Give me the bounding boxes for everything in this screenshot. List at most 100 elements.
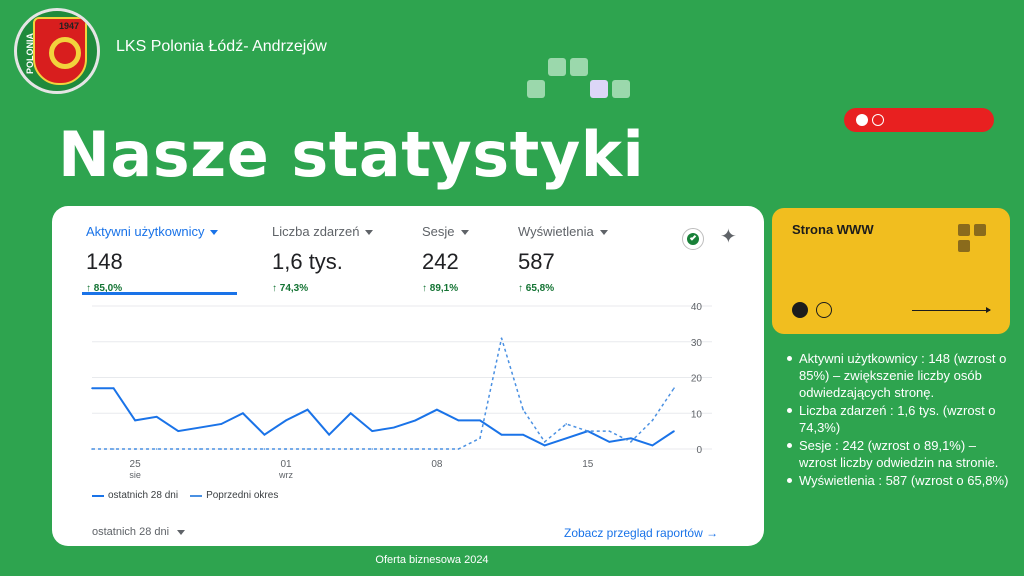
decorative-pill <box>844 108 994 132</box>
y-tick-label: 0 <box>696 445 702 456</box>
data-point <box>673 430 675 432</box>
data-point <box>134 419 136 422</box>
data-point <box>177 430 180 432</box>
logo-shield <box>33 17 87 85</box>
arrow-right-icon <box>912 307 991 313</box>
data-point <box>306 448 309 450</box>
data-point <box>414 419 417 422</box>
logo-text: POLONIA <box>25 32 35 74</box>
data-point <box>543 444 546 447</box>
data-point <box>586 430 589 432</box>
data-point <box>436 408 438 411</box>
y-tick-label: 10 <box>691 409 703 420</box>
data-point <box>242 412 244 415</box>
legend-previous-label: Poprzedni okres <box>206 490 279 501</box>
data-point <box>134 448 136 450</box>
data-point <box>371 430 374 432</box>
data-point <box>651 419 654 422</box>
metric-change: ↑ 65,8% <box>518 283 555 294</box>
metric-label-wrapper[interactable]: Liczba zdarzeń <box>272 224 374 239</box>
metric-value: 587 <box>518 249 555 274</box>
list-item: Wyświetlenia : 587 (wzrost o 65,8%) <box>784 472 1014 489</box>
sparkle-icon[interactable]: ✦ <box>720 226 737 248</box>
pill-dot-outline <box>872 114 884 126</box>
data-point <box>198 448 201 450</box>
card-square <box>958 240 970 252</box>
data-point <box>220 423 223 425</box>
website-card[interactable]: Strona WWW <box>772 208 1010 334</box>
pill-dot-filled <box>856 114 868 126</box>
x-tick-month-label: wrz <box>278 470 293 480</box>
deco-square <box>612 80 630 98</box>
legend-previous: Poprzedni okres <box>190 490 278 501</box>
y-tick-label: 20 <box>691 374 703 385</box>
metric-value: 242 <box>422 249 459 274</box>
deco-square <box>548 58 566 76</box>
data-point <box>630 441 632 443</box>
metric-events[interactable]: Liczba zdarzeń 1,6 tys. ↑ 74,3% <box>272 224 374 294</box>
metric-label: Sesje <box>422 224 455 239</box>
metric-label-wrapper[interactable]: Wyświetlenia <box>518 224 608 239</box>
series-line-previous <box>92 337 675 450</box>
data-point <box>630 437 632 440</box>
data-point <box>263 448 266 450</box>
caret-down-icon <box>365 230 374 236</box>
data-point <box>242 448 244 450</box>
data-point <box>436 448 438 450</box>
analytics-card: Aktywni użytkownicy 148 ↑ 85,0% Liczba z… <box>52 206 764 546</box>
data-point <box>285 419 287 422</box>
data-point <box>522 408 524 411</box>
series-line-current <box>92 387 675 447</box>
metric-change: ↑ 89,1% <box>422 283 459 294</box>
list-item: Sesje : 242 (wzrost o 89,1%) – wzrost li… <box>784 437 1014 471</box>
data-point <box>328 433 330 436</box>
y-tick-label: 30 <box>691 338 703 349</box>
club-logo: POLONIA 1947 <box>14 8 100 94</box>
data-point <box>392 426 395 429</box>
data-point <box>608 430 611 432</box>
data-point <box>306 408 309 411</box>
caret-down-icon <box>210 230 219 236</box>
deco-square <box>527 80 545 98</box>
data-point <box>673 387 675 390</box>
metric-label: Aktywni użytkownicy <box>86 224 205 239</box>
list-item: Aktywni użytkownicy : 148 (wzrost o 85%)… <box>784 350 1014 401</box>
data-point <box>177 448 180 450</box>
chart-legend: ostatnich 28 dni Poprzedni okres <box>92 490 278 501</box>
check-circle-icon[interactable] <box>682 228 704 250</box>
metric-label: Liczba zdarzeń <box>272 224 360 239</box>
metric-sessions[interactable]: Sesje 242 ↑ 89,1% <box>422 224 469 294</box>
data-point <box>155 448 158 450</box>
logo-year: 1947 <box>59 21 80 31</box>
legend-current: ostatnich 28 dni <box>92 490 178 501</box>
date-range-select[interactable]: ostatnich 28 dni <box>92 526 186 538</box>
metric-views[interactable]: Wyświetlenia 587 ↑ 65,8% <box>518 224 608 294</box>
metric-label-wrapper[interactable]: Sesje <box>422 224 469 239</box>
data-point <box>263 433 266 436</box>
legend-current-label: ostatnich 28 dni <box>108 490 179 501</box>
card-dot-outline <box>816 302 832 318</box>
view-reports-link[interactable]: Zobacz przegląd raportów → <box>564 526 719 540</box>
caret-down-icon <box>599 230 608 236</box>
metric-active-users[interactable]: Aktywni użytkownicy 148 ↑ 85,0% <box>86 224 219 294</box>
data-point <box>543 441 546 443</box>
data-point <box>328 448 330 450</box>
data-point <box>522 433 524 436</box>
metric-label-wrapper[interactable]: Aktywni użytkownicy <box>86 224 219 239</box>
metric-label: Wyświetlenia <box>518 224 594 239</box>
data-point <box>112 448 115 450</box>
data-point <box>198 426 201 429</box>
data-point <box>91 448 93 450</box>
stats-list: Aktywni użytkownicy : 148 (wzrost o 85%)… <box>784 350 1014 490</box>
footer-text: Oferta biznesowa 2024 <box>375 554 489 566</box>
card-square <box>958 224 970 236</box>
x-tick-label: 08 <box>431 459 443 470</box>
data-point <box>479 437 481 440</box>
data-point <box>349 412 352 415</box>
date-range-label: ostatnich 28 dni <box>92 526 170 538</box>
data-point <box>651 444 654 447</box>
data-point <box>91 387 93 390</box>
metric-value: 1,6 tys. <box>272 249 343 274</box>
data-point <box>479 419 481 422</box>
